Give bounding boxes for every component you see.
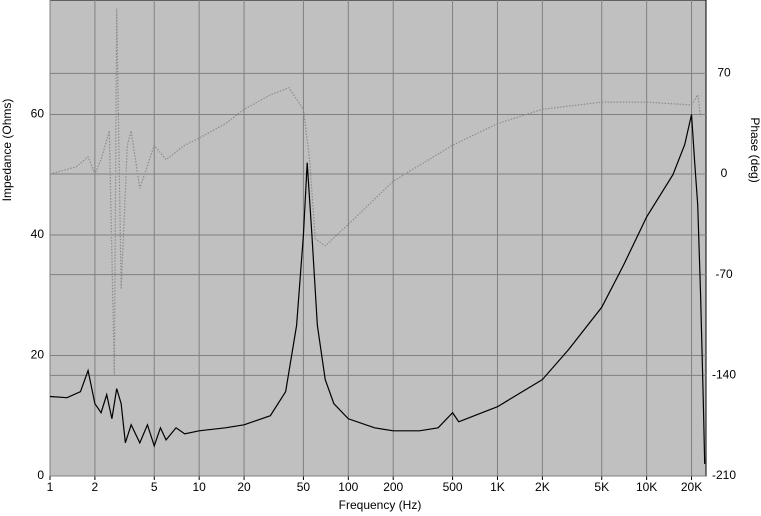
x-tick-label: 5K	[594, 480, 609, 494]
y-tick-label: 20	[31, 348, 45, 362]
y2-tick-label: -210	[712, 468, 736, 482]
x-tick-label: 100	[338, 480, 358, 494]
y2-tick-label: -70	[715, 267, 733, 281]
y-tick-label: 0	[37, 468, 44, 482]
series-line	[49, 114, 706, 464]
x-tick-label: 20K	[681, 480, 702, 494]
series-line	[49, 8, 702, 376]
y-axis-label: Impedance (Ohms)	[0, 99, 14, 202]
x-tick-label: 10K	[636, 480, 657, 494]
x-tick-label: 500	[443, 480, 463, 494]
y2-tick-label: 0	[721, 166, 728, 180]
x-tick-label: 1	[47, 480, 54, 494]
x-tick-label: 1K	[490, 480, 505, 494]
x-tick-label: 10	[192, 480, 206, 494]
y2-tick-label: 70	[717, 66, 731, 80]
x-tick-label: 20	[237, 480, 251, 494]
x-axis-label: Frequency (Hz)	[339, 498, 422, 512]
y-tick-label: 60	[31, 107, 45, 121]
y-tick-label: 40	[31, 227, 45, 241]
x-tick-label: 5	[151, 480, 158, 494]
plot-area	[49, 0, 707, 477]
y2-axis-label: Phase (deg)	[748, 117, 761, 182]
x-tick-label: 200	[383, 480, 403, 494]
x-tick-label: 2	[92, 480, 99, 494]
y2-tick-label: -140	[712, 368, 736, 382]
x-tick-label: 2K	[535, 480, 550, 494]
x-tick-label: 50	[297, 480, 311, 494]
